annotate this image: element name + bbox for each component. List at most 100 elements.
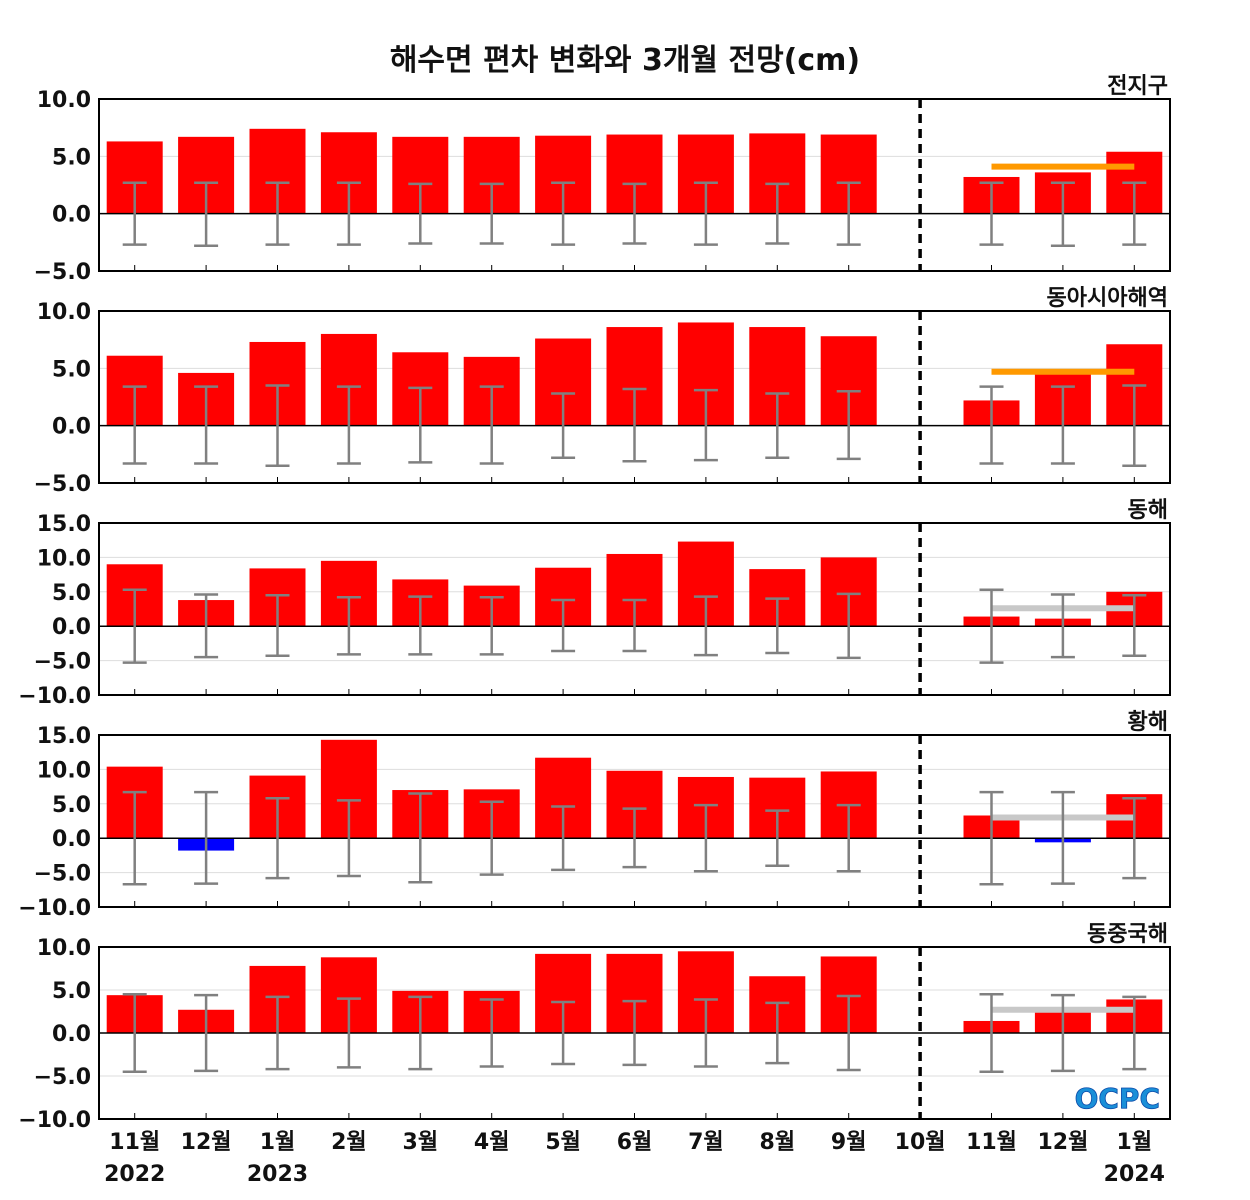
- panel-2: 10.0 5.0 0.0 −5.0 동아시아해역: [34, 286, 1171, 497]
- y-tick-label: −10.0: [18, 684, 91, 709]
- error-bar: [765, 182, 790, 245]
- error-bar: [1122, 995, 1147, 1071]
- y-tick-label: −5.0: [34, 1065, 91, 1090]
- x-tick-label: 4월: [474, 1130, 510, 1155]
- error-bar: [194, 385, 219, 465]
- y-tick-label: −5.0: [34, 260, 91, 285]
- chart-title: 해수면 편차 변화와 3개월 전망(cm): [390, 43, 860, 78]
- panel-3: 15.0 10.0 5.0 0.0 −5.0 −10.0 동해: [18, 498, 1171, 709]
- error-bar: [979, 181, 1004, 246]
- error-bar: [479, 182, 504, 245]
- x-axis: 11월 12월 1월 2월 3월 4월 5월 6월 7월 8월 9월 10월 11월 12월 1월 2022 2…: [104, 1130, 1165, 1187]
- error-bar: [765, 1001, 790, 1065]
- error-bar: [693, 388, 718, 462]
- error-bar: [479, 800, 504, 876]
- error-bar: [408, 386, 433, 464]
- x-tick-label: 11월: [966, 1130, 1017, 1155]
- panel-label: 동해: [1128, 498, 1168, 523]
- error-bar: [479, 998, 504, 1068]
- y-tick-label: 10.0: [37, 936, 91, 961]
- error-bar: [765, 597, 790, 655]
- error-bar: [194, 181, 219, 248]
- error-bar: [336, 997, 361, 1069]
- x-tick-label: 9월: [831, 1130, 867, 1155]
- x-tick-label: 1월: [1117, 1130, 1153, 1155]
- error-bar: [122, 181, 147, 246]
- error-bar: [979, 385, 1004, 465]
- error-bar: [122, 385, 147, 465]
- x-tick-label: 7월: [688, 1130, 724, 1155]
- error-bar: [1122, 181, 1147, 246]
- error-bar: [1122, 384, 1147, 468]
- x-tick-label: 12월: [1037, 1130, 1088, 1155]
- error-bar: [1050, 790, 1075, 885]
- panel-frame: [98, 946, 1171, 1120]
- year-label: 2023: [247, 1162, 308, 1187]
- y-tick-label: −5.0: [34, 862, 91, 887]
- error-bar: [622, 807, 647, 869]
- error-bar: [194, 593, 219, 659]
- y-tick-label: 10.0: [37, 758, 91, 783]
- error-bar: [836, 994, 861, 1072]
- error-bar: [765, 392, 790, 460]
- panel-5: 10.0 5.0 0.0 −5.0 −10.0 동중국해: [18, 922, 1171, 1133]
- panel-frame: [98, 522, 1171, 696]
- error-bar: [1122, 797, 1147, 880]
- error-bar: [551, 598, 576, 653]
- error-bar: [693, 181, 718, 246]
- y-tick-label: 10.0: [37, 88, 91, 113]
- y-tick-label: 0.0: [52, 415, 91, 440]
- x-tick-label: 12월: [181, 1130, 232, 1155]
- error-bar: [265, 995, 290, 1071]
- error-bar: [122, 993, 147, 1073]
- panel-frame: [98, 734, 1171, 908]
- error-bar: [693, 803, 718, 873]
- y-tick-label: 5.0: [52, 357, 91, 382]
- error-bar: [622, 999, 647, 1067]
- chart-panels: 10.0 5.0 0.0 −5.0 전지구 10.0 5.0 0.0 −5.0 동아시아해역 15.…: [18, 74, 1171, 1133]
- error-bar: [122, 588, 147, 664]
- panel-label: 동중국해: [1087, 922, 1168, 947]
- error-bar: [765, 809, 790, 867]
- error-bar: [693, 998, 718, 1068]
- y-tick-label: 15.0: [37, 512, 91, 537]
- error-bar: [979, 588, 1004, 664]
- error-bar: [979, 790, 1004, 886]
- panel-4: 15.0 10.0 5.0 0.0 −5.0 −10.0 황해: [18, 710, 1171, 921]
- error-bar: [265, 181, 290, 246]
- error-bar: [122, 790, 147, 886]
- error-bar: [194, 993, 219, 1073]
- x-tick-label: 11월: [109, 1130, 160, 1155]
- error-bar: [1050, 593, 1075, 659]
- y-tick-label: 10.0: [37, 300, 91, 325]
- panel-frame: [98, 310, 1171, 484]
- error-bar: [551, 1000, 576, 1066]
- error-bar: [1050, 181, 1075, 248]
- y-tick-label: 5.0: [52, 979, 91, 1004]
- y-tick-label: 5.0: [52, 581, 91, 606]
- panel-label: 전지구: [1107, 74, 1168, 99]
- x-tick-label: 8월: [760, 1130, 796, 1155]
- y-tick-label: −5.0: [34, 650, 91, 675]
- error-bar: [336, 181, 361, 246]
- x-tick-label: 2월: [331, 1130, 367, 1155]
- error-bar: [265, 593, 290, 658]
- y-tick-label: 5.0: [52, 793, 91, 818]
- x-tick-label: 3월: [403, 1130, 439, 1155]
- y-tick-label: 15.0: [37, 724, 91, 749]
- error-bar: [622, 387, 647, 463]
- error-bar: [836, 390, 861, 461]
- x-tick-label: 1월: [260, 1130, 296, 1155]
- error-bar: [622, 182, 647, 245]
- y-tick-label: −5.0: [34, 472, 91, 497]
- ocpc-logo: OCPC: [1074, 1082, 1160, 1116]
- y-tick-label: 0.0: [52, 615, 91, 640]
- y-tick-label: 5.0: [52, 145, 91, 170]
- y-tick-label: −10.0: [18, 1108, 91, 1133]
- error-bar: [336, 596, 361, 656]
- error-bar: [408, 595, 433, 656]
- error-bar: [408, 792, 433, 884]
- y-tick-label: 0.0: [52, 827, 91, 852]
- error-bar: [693, 595, 718, 657]
- error-bar: [622, 598, 647, 653]
